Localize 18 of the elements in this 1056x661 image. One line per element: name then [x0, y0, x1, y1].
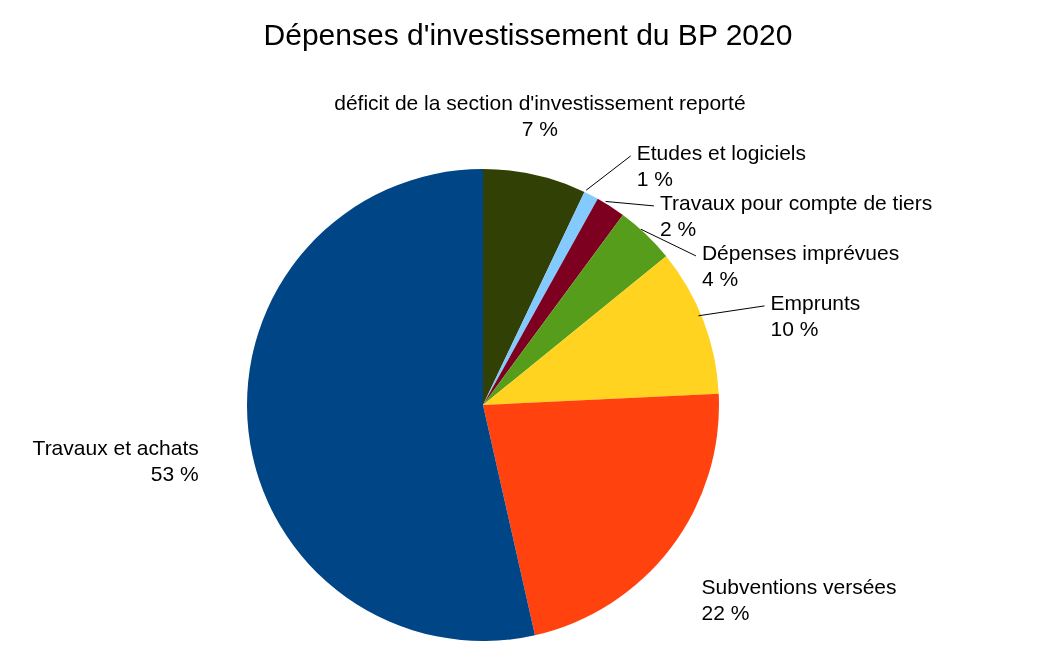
slice-label: Travaux et achats: [32, 436, 199, 460]
data-label: 4 %: [701, 266, 739, 290]
slice-label: Dépenses imprévues: [701, 240, 900, 264]
slice-label: Travaux pour compte de tiers: [659, 190, 933, 214]
data-label: 1 %: [636, 166, 673, 190]
data-label: 7 %: [521, 116, 558, 140]
data-label: 22 %: [701, 601, 750, 625]
pie-slice: [483, 198, 623, 405]
chart-title: Dépenses d'investissement du BP 2020: [262, 18, 794, 52]
pie-slice: [247, 169, 535, 641]
data-label: 10 %: [770, 316, 819, 340]
slice-label: Etudes et logiciels: [636, 140, 807, 164]
slice-label: Subventions versées: [701, 575, 897, 599]
pie-slice: [483, 169, 585, 405]
data-label: 2 %: [659, 216, 697, 240]
data-label: 53 %: [150, 462, 199, 486]
slice-label: déficit de la section d'investissement reporté: [334, 90, 746, 114]
slice-label: Emprunts: [770, 290, 861, 314]
